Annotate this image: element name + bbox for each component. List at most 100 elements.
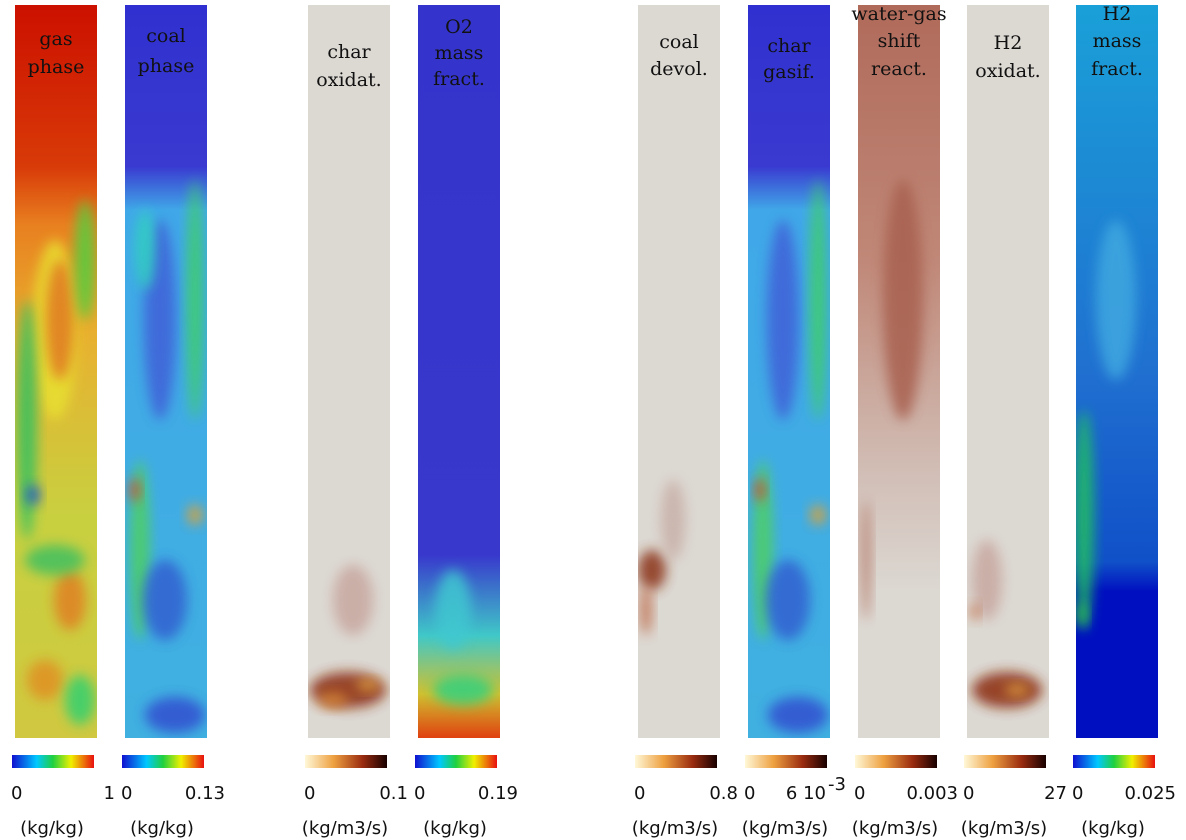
field-blob bbox=[65, 675, 95, 725]
panel-title: O2 bbox=[445, 16, 473, 38]
field-blob bbox=[1096, 220, 1136, 380]
panel-title: coal bbox=[659, 31, 698, 53]
field-plot bbox=[967, 5, 1049, 738]
unit-label: (kg/kg) bbox=[20, 818, 84, 839]
panel-title: char bbox=[327, 41, 371, 63]
panel-title: phase bbox=[138, 55, 195, 77]
colorbar-min: 0 bbox=[854, 783, 865, 804]
field-blob bbox=[433, 675, 493, 705]
colorbar-min: 0 bbox=[963, 783, 974, 804]
panel-title: react. bbox=[871, 58, 927, 80]
colorbar-min: 0 bbox=[121, 783, 132, 804]
field-blob bbox=[1005, 684, 1029, 696]
field-blob bbox=[1076, 410, 1094, 630]
colorbar bbox=[415, 755, 497, 768]
field-blob bbox=[130, 478, 140, 502]
field-blob bbox=[25, 545, 85, 575]
field-plot bbox=[748, 5, 830, 738]
field-blob bbox=[972, 540, 1002, 620]
panel-title: coal bbox=[146, 25, 185, 47]
field-plot bbox=[638, 5, 720, 738]
unit-label: (kg/m3/s) bbox=[632, 818, 718, 839]
field-blob bbox=[26, 485, 40, 505]
panel: char oxidat. 0 0.1 (kg/m3/s) bbox=[302, 5, 408, 839]
panel-title: oxidat. bbox=[316, 69, 381, 91]
field-blob bbox=[17, 300, 37, 540]
field-blob bbox=[333, 565, 373, 635]
field-blob bbox=[435, 570, 471, 650]
colorbar bbox=[635, 755, 717, 768]
field-background bbox=[638, 5, 720, 738]
field-plot bbox=[858, 5, 940, 738]
panel-title: H2 bbox=[1103, 3, 1132, 25]
unit-label: (kg/kg) bbox=[130, 818, 194, 839]
colorbar-min: 0 bbox=[1072, 783, 1083, 804]
unit-label: (kg/m3/s) bbox=[961, 818, 1047, 839]
panel-title: oxidat. bbox=[975, 60, 1040, 82]
field-blob bbox=[356, 679, 380, 691]
field-blob bbox=[145, 697, 205, 733]
field-blob bbox=[135, 210, 155, 290]
colorbar bbox=[855, 755, 937, 768]
colorbar-max: 0.003 bbox=[906, 783, 958, 804]
colorbar bbox=[12, 755, 94, 768]
field-blob bbox=[143, 560, 187, 640]
panel: coal devol. 0 0.8 (kg/m3/s) bbox=[632, 5, 738, 839]
colorbar bbox=[1073, 755, 1155, 768]
colorbar-max: 0.19 bbox=[478, 783, 518, 804]
field-plot bbox=[1076, 5, 1158, 738]
panel: H2 mass fract. 0 0.025 (kg/kg) bbox=[1072, 3, 1176, 839]
panel-title: phase bbox=[28, 56, 85, 78]
field-blob bbox=[640, 585, 652, 635]
field-blob bbox=[638, 550, 666, 590]
field-blob bbox=[318, 692, 348, 708]
field-blob bbox=[661, 480, 685, 560]
field-blob bbox=[767, 220, 799, 420]
unit-label: (kg/m3/s) bbox=[302, 818, 388, 839]
unit-label: (kg/kg) bbox=[1081, 818, 1145, 839]
unit-label: (kg/m3/s) bbox=[852, 818, 938, 839]
colorbar-max: 0.8 bbox=[709, 783, 738, 804]
field-blob bbox=[187, 180, 203, 420]
panel-title: H2 bbox=[994, 32, 1023, 54]
field-blob bbox=[810, 505, 826, 525]
panel: coal phase 0 0.13 (kg/kg) bbox=[121, 5, 225, 839]
field-blob bbox=[187, 505, 203, 525]
panel-title: mass bbox=[1093, 30, 1142, 52]
panel: water-gas shift react. 0 0.003 (kg/m3/s) bbox=[851, 3, 958, 839]
field-plot bbox=[15, 5, 97, 738]
field-blob bbox=[766, 560, 810, 640]
colorbar bbox=[122, 755, 204, 768]
field-blob bbox=[810, 180, 826, 420]
field-plot bbox=[308, 5, 390, 738]
colorbar-max: 0.13 bbox=[185, 783, 225, 804]
colorbar bbox=[745, 755, 827, 768]
colorbar-max: 1 bbox=[104, 783, 115, 804]
colorbar-max: 27 bbox=[1044, 783, 1067, 804]
colorbar-min: 0 bbox=[744, 783, 755, 804]
unit-label: (kg/kg) bbox=[423, 818, 487, 839]
panel-title: char bbox=[767, 35, 811, 57]
field-blob bbox=[27, 660, 63, 700]
field-blob bbox=[1077, 603, 1087, 627]
colorbar-min: 0 bbox=[634, 783, 645, 804]
panel: char gasif. 0 6 10 -3 (kg/m3/s) bbox=[742, 5, 846, 839]
panel-title: gas bbox=[39, 28, 72, 50]
colorbar bbox=[305, 755, 387, 768]
panel: gas phase 0 1 (kg/kg) bbox=[11, 5, 115, 839]
panel-title: devol. bbox=[650, 58, 708, 80]
field-plot bbox=[418, 5, 500, 738]
field-background bbox=[967, 5, 1049, 738]
panel-title: gasif. bbox=[763, 61, 815, 83]
colorbar-max: 0.1 bbox=[379, 783, 408, 804]
field-blob bbox=[971, 604, 979, 620]
field-blob bbox=[46, 260, 74, 380]
field-blob bbox=[768, 697, 828, 733]
colorbar-min: 0 bbox=[304, 783, 315, 804]
field-plot bbox=[125, 5, 207, 738]
colorbar-min: 0 bbox=[414, 783, 425, 804]
colorbar-min: 0 bbox=[11, 783, 22, 804]
panel: H2 oxidat. 0 27 (kg/m3/s) bbox=[961, 5, 1067, 839]
field-blob bbox=[75, 200, 95, 320]
